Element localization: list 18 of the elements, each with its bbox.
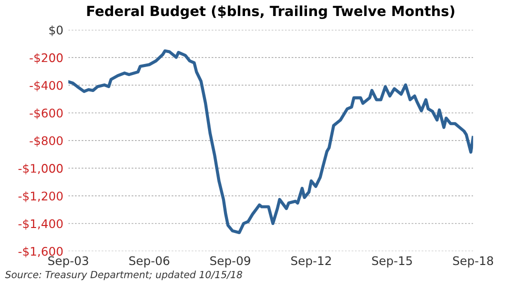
- y-tick-label: $0: [49, 25, 63, 36]
- y-tick-label: -$1,400: [18, 219, 63, 230]
- y-tick-label: -$200: [30, 53, 63, 64]
- y-tick-label: -$600: [30, 108, 63, 120]
- y-tick-label: -$1,600: [18, 246, 63, 258]
- source-note: Source: Treasury Department; updated 10/15/18: [5, 270, 242, 280]
- y-tick-label: -$800: [30, 136, 63, 147]
- x-tick-label: Sep-18: [453, 256, 494, 268]
- y-tick-label: -$1,200: [18, 191, 63, 202]
- y-tick-label: -$400: [30, 80, 63, 92]
- chart-title: Federal Budget ($blns, Trailing Twelve Months): [87, 5, 454, 20]
- x-tick-label: Sep-15: [372, 256, 412, 268]
- x-tick-label: Sep-03: [48, 256, 88, 268]
- x-tick-label: Sep-06: [129, 256, 170, 268]
- x-tick-label: Sep-09: [210, 256, 250, 268]
- x-tick-label: Sep-12: [291, 256, 331, 268]
- y-tick-label: -$1,000: [18, 164, 63, 174]
- line-series: [68, 49, 474, 234]
